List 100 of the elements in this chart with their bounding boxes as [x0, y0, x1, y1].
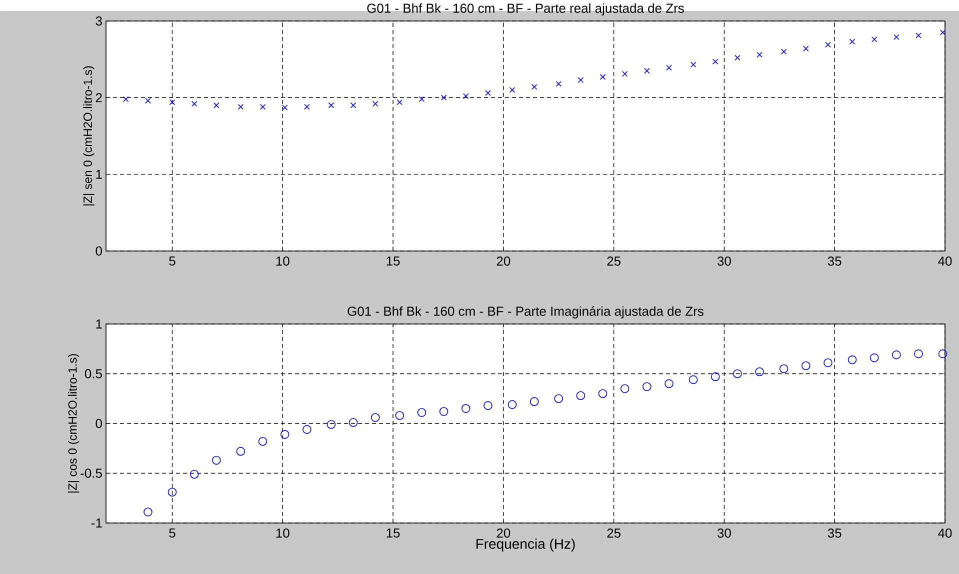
- point: [485, 90, 491, 96]
- point: [712, 58, 718, 64]
- point: [598, 389, 608, 398]
- x-tick-label: 15: [386, 256, 400, 266]
- x-tick-label: 5: [169, 528, 176, 538]
- point: [302, 425, 312, 434]
- point: [145, 98, 151, 104]
- point: [169, 99, 176, 106]
- point: [282, 104, 288, 110]
- point: [642, 382, 652, 392]
- point: [304, 104, 310, 110]
- x-tick-label: 40: [938, 528, 952, 538]
- point: [418, 96, 425, 102]
- point: [756, 52, 762, 58]
- point: [710, 372, 720, 382]
- point: [755, 367, 764, 376]
- x-tick-label: 20: [496, 256, 510, 266]
- point: [530, 397, 539, 406]
- point: [802, 361, 810, 370]
- point: [144, 508, 152, 516]
- point: [622, 71, 628, 77]
- point: [440, 94, 447, 101]
- point: [372, 100, 378, 107]
- point: [871, 36, 878, 42]
- point: [576, 391, 586, 400]
- point: [824, 358, 832, 368]
- point: [894, 34, 900, 40]
- point: [260, 104, 266, 110]
- point: [348, 418, 358, 427]
- point: [370, 413, 380, 422]
- point: [734, 54, 740, 61]
- point: [258, 437, 268, 446]
- point: [463, 93, 469, 99]
- x-tick-label: 15: [386, 528, 400, 538]
- point: [938, 349, 948, 358]
- y-tick-label: 1: [96, 320, 102, 328]
- point: [191, 100, 198, 107]
- x-tick-label: 35: [828, 256, 842, 266]
- point: [396, 99, 403, 106]
- point: [326, 420, 336, 429]
- point: [168, 488, 177, 497]
- point: [825, 42, 831, 48]
- point: [214, 102, 220, 108]
- y-tick-label: 0.5: [84, 369, 102, 378]
- point: [395, 411, 404, 420]
- point: [280, 430, 290, 439]
- x-tick-label: 20: [496, 528, 510, 538]
- chart-title: G01 - Bhf Bk - 160 cm - BF - Parte real ajustada de Zrs: [367, 3, 684, 16]
- point: [666, 64, 672, 71]
- y-tick-label: 1: [96, 170, 102, 179]
- point: [733, 369, 742, 378]
- point: [892, 350, 901, 360]
- point: [190, 470, 199, 479]
- point: [914, 349, 923, 358]
- point: [508, 400, 517, 409]
- point: [644, 68, 650, 74]
- point: [509, 87, 516, 93]
- x-tick-label: 25: [607, 528, 620, 538]
- point: [461, 404, 470, 413]
- point: [870, 353, 879, 362]
- x-tick-label: 10: [276, 528, 290, 538]
- point: [350, 102, 356, 108]
- point: [688, 375, 698, 384]
- point: [600, 74, 606, 80]
- x-tick-label: 30: [717, 528, 731, 538]
- point: [780, 48, 787, 55]
- x-axis-title: Frequencia (Hz): [476, 538, 575, 552]
- y-tick-label: 0: [96, 246, 102, 256]
- point: [620, 384, 630, 394]
- point: [123, 96, 129, 102]
- point: [779, 364, 788, 374]
- point: [417, 408, 426, 417]
- point: [690, 62, 696, 68]
- point: [803, 46, 809, 52]
- point: [238, 104, 244, 110]
- point: [212, 456, 221, 465]
- point: [554, 394, 564, 404]
- x-tick-label: 10: [276, 256, 290, 266]
- chart-title: G01 - Bhf Bk - 160 cm - BF - Parte Imaginária ajustada de Zrs: [348, 306, 704, 318]
- x-tick-label: 25: [607, 256, 620, 266]
- point: [848, 355, 857, 364]
- point: [578, 77, 584, 83]
- x-tick-label: 35: [828, 528, 842, 538]
- point: [664, 379, 674, 388]
- point: [916, 32, 922, 38]
- point: [328, 102, 334, 108]
- point: [849, 38, 856, 45]
- x-tick-label: 30: [717, 256, 731, 266]
- x-tick-label: 40: [938, 256, 952, 266]
- y-tick-label: 2: [96, 93, 102, 102]
- y-axis-title: |Z| sen 0 (cmH2O.litro-1.s): [83, 66, 94, 206]
- x-tick-label: 5: [169, 256, 176, 266]
- point: [531, 84, 538, 90]
- point: [556, 80, 562, 87]
- point: [439, 407, 448, 416]
- point: [940, 30, 946, 36]
- y-axis-title: |Z| cos 0 (cmH2O.litro-1.s): [68, 354, 80, 493]
- y-tick-label: -0.5: [80, 468, 102, 478]
- y-tick-label: -1: [91, 518, 102, 528]
- y-tick-label: 0: [96, 418, 102, 428]
